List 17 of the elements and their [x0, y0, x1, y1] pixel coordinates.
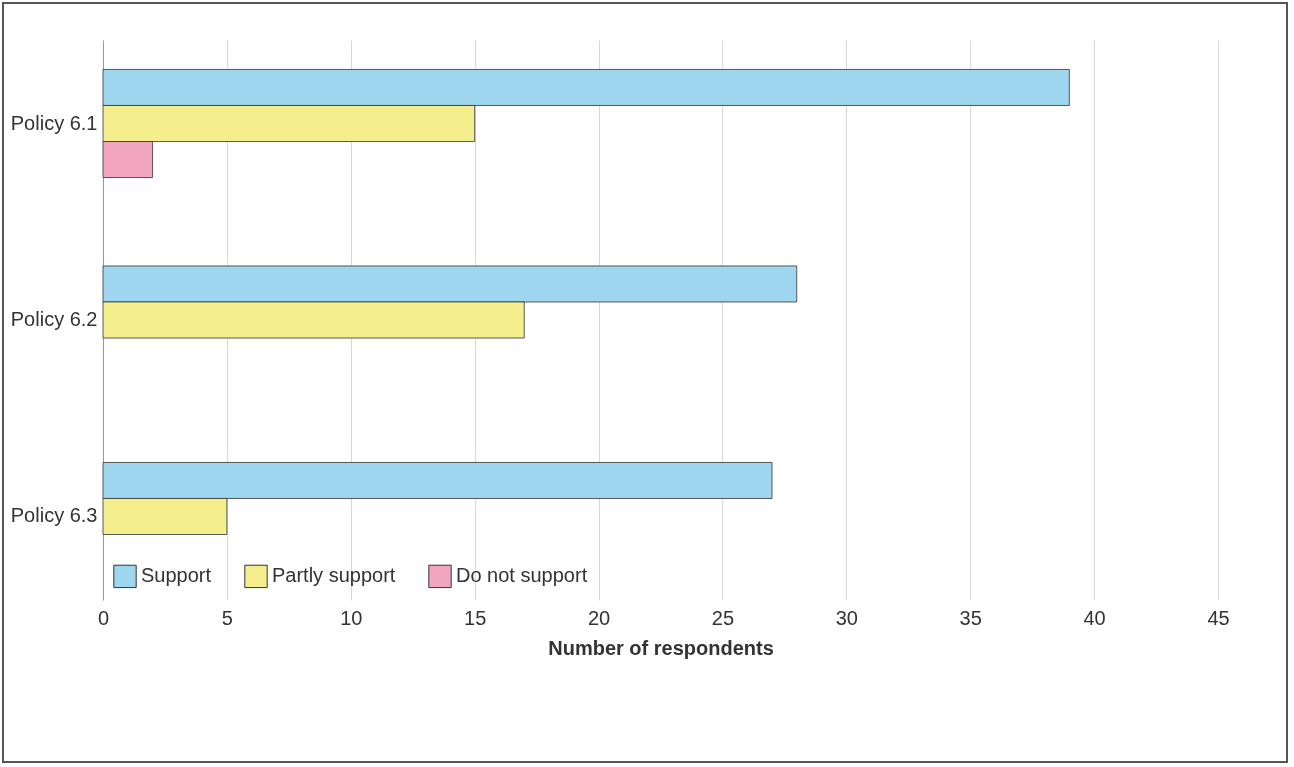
x-axis-title: Number of respondents	[548, 636, 774, 659]
y-tick-label: Policy 6.3	[10, 504, 98, 527]
x-tick-label: 20	[587, 606, 611, 629]
legend-label: Support	[141, 564, 212, 587]
x-tick-label: 30	[835, 606, 858, 629]
legend-label: Do not support	[456, 564, 588, 587]
x-tick-label: 15	[464, 606, 487, 629]
x-tick-label: 25	[711, 606, 735, 629]
x-tick-label: 10	[340, 606, 363, 629]
x-tick-label: 5	[221, 606, 233, 629]
x-tick-label: 35	[959, 606, 982, 629]
x-tick-label: 0	[97, 606, 110, 629]
legend-label: Partly support	[272, 564, 396, 587]
x-tick-label: 40	[1083, 606, 1106, 629]
y-tick-label: Policy 6.1	[10, 111, 98, 134]
x-tick-label: 45	[1207, 606, 1230, 629]
y-tick-label: Policy 6.2	[10, 308, 98, 330]
